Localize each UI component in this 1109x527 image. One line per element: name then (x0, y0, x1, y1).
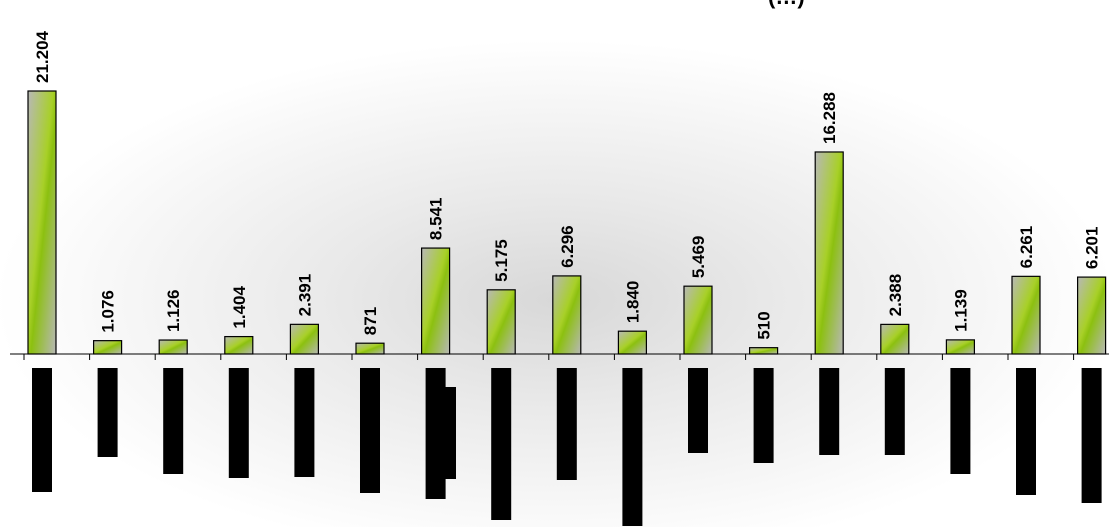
bar-1 (92, 340, 123, 355)
value-label-13: 2.388 (886, 274, 905, 317)
redacted-category-label-extra (436, 387, 456, 479)
redacted-category-label-3 (228, 368, 249, 478)
value-label-7: 5.175 (492, 239, 511, 282)
bar-3 (224, 335, 254, 355)
value-label-9: 1.840 (623, 281, 642, 324)
value-label-6: 8.541 (427, 198, 446, 241)
bar-0 (27, 90, 57, 355)
bar-16 (1076, 276, 1107, 355)
value-label-15: 6.261 (1017, 226, 1036, 269)
value-label-11: 510 (755, 311, 774, 339)
bar-2 (158, 339, 188, 355)
redacted-category-label-5 (360, 368, 380, 493)
redacted-category-label-2 (163, 368, 184, 474)
bar-9 (617, 330, 648, 355)
bar-12 (814, 151, 844, 355)
value-label-4: 2.391 (295, 274, 314, 317)
redacted-category-label-1 (97, 368, 118, 457)
bar-4 (289, 323, 319, 355)
redacted-category-label-12 (819, 368, 840, 455)
value-label-16: 6.201 (1083, 227, 1102, 270)
value-label-0: 21.204 (33, 30, 52, 83)
bar-8 (552, 275, 582, 355)
bar-5 (355, 342, 385, 355)
redacted-category-label-14 (950, 368, 971, 474)
value-labels: 21.204 1.076 1.126 1.404 2.391 871 8.541 5.175 6… (33, 30, 1102, 339)
x-axis-ticks (23, 354, 1075, 360)
bar-11 (748, 347, 779, 355)
value-label-2: 1.126 (164, 289, 183, 332)
value-label-3: 1.404 (230, 285, 249, 328)
redacted-category-label-4 (294, 368, 315, 477)
bar-6 (421, 247, 451, 355)
redacted-category-label-13 (884, 368, 905, 455)
chart-title-fragment: (…) (768, 0, 805, 9)
value-label-8: 6.296 (558, 225, 577, 268)
redacted-category-labels (32, 368, 1102, 526)
value-label-5: 871 (361, 307, 380, 335)
value-label-12: 16.288 (820, 92, 839, 144)
bar-10 (683, 285, 713, 355)
redacted-category-label-8 (556, 368, 577, 480)
redacted-category-label-7 (491, 368, 512, 520)
redacted-category-label-16 (1081, 368, 1102, 503)
bar-14 (945, 339, 976, 355)
bar-7 (486, 289, 516, 355)
bar-13 (880, 323, 910, 355)
bar-15 (1011, 275, 1041, 355)
redacted-category-label-10 (688, 368, 708, 453)
redacted-category-label-11 (753, 368, 774, 463)
value-label-14: 1.139 (951, 289, 970, 332)
redacted-category-label-15 (1016, 368, 1036, 495)
bars-layer (27, 90, 1107, 355)
redacted-category-label-9 (622, 368, 643, 526)
redacted-category-label-0 (32, 368, 52, 492)
value-label-10: 5.469 (689, 236, 708, 279)
value-label-1: 1.076 (99, 290, 118, 333)
